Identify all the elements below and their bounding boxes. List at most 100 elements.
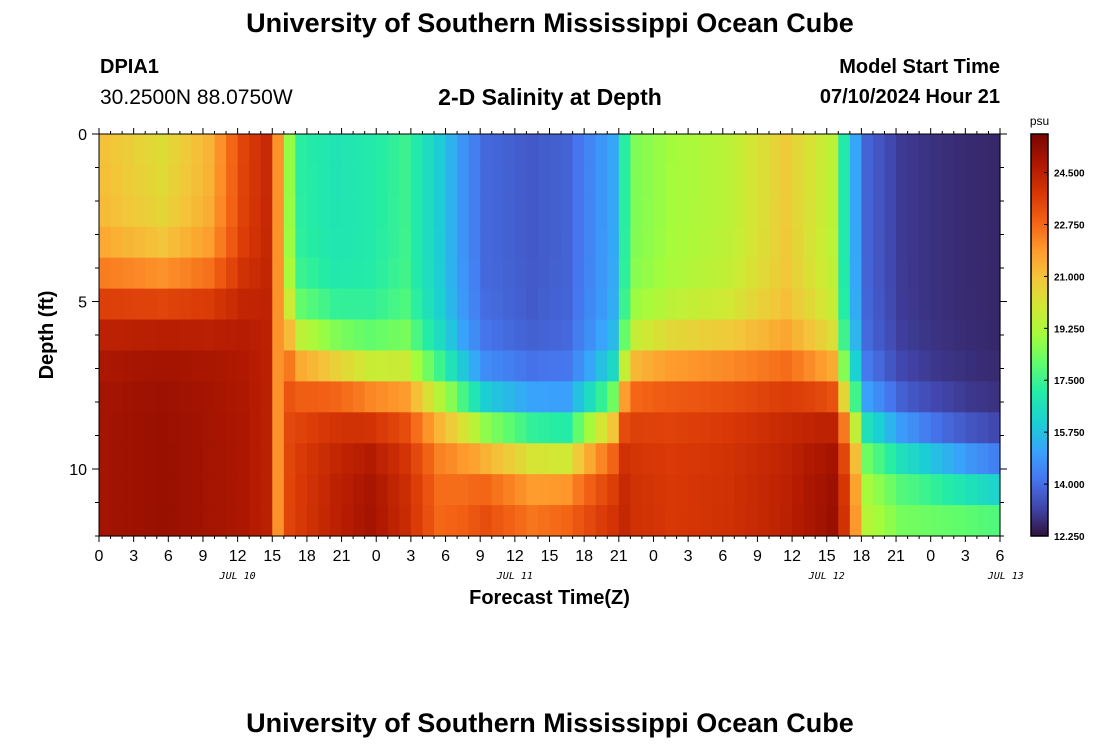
heatmap-cell [364, 257, 377, 290]
heatmap-cell [491, 443, 504, 475]
heatmap-cell [387, 195, 400, 228]
heatmap-cells [99, 134, 1001, 537]
heatmap-cell [514, 319, 527, 352]
heatmap-cell [942, 257, 955, 290]
heatmap-cell [988, 164, 1001, 197]
x-tick-label: 3 [961, 548, 970, 565]
heatmap-cell [792, 257, 805, 290]
x-tick-label: 15 [263, 548, 281, 565]
heatmap-cell [260, 474, 273, 506]
colorbar-unit: psu [1030, 114, 1049, 128]
heatmap-cell [237, 195, 250, 228]
heatmap-cell [561, 505, 574, 537]
heatmap-cell [722, 134, 735, 166]
x-tick-label: 6 [164, 548, 173, 565]
heatmap-cell [722, 443, 735, 475]
heatmap-cell [549, 381, 562, 413]
heatmap-cell [433, 381, 447, 413]
heatmap-cell [965, 257, 978, 290]
heatmap-cell [318, 474, 331, 506]
heatmap-cell [445, 443, 458, 475]
heatmap-cell [953, 443, 966, 475]
heatmap-cell [445, 381, 458, 413]
heatmap-cell [838, 195, 851, 228]
heatmap-cell [433, 257, 447, 290]
heatmap-cell [930, 134, 943, 166]
heatmap-cell [861, 195, 874, 228]
heatmap-cell [815, 164, 828, 197]
heatmap-cell [272, 195, 285, 228]
heatmap-cell [191, 288, 204, 321]
heatmap-cell [318, 319, 331, 352]
heatmap-cell [942, 288, 955, 321]
heatmap-cell [792, 319, 805, 352]
heatmap-cell [537, 381, 551, 413]
heatmap-cell [330, 381, 343, 413]
heatmap-cell [861, 350, 874, 382]
heatmap-cell [364, 226, 377, 259]
heatmap-cell [757, 257, 770, 290]
heatmap-cell [711, 226, 724, 259]
heatmap-cell [330, 350, 343, 382]
heatmap-cell [942, 412, 955, 444]
heatmap-cell [676, 257, 689, 290]
heatmap-cell [526, 257, 539, 290]
heatmap-cell [168, 164, 181, 197]
heatmap-cell [306, 226, 320, 259]
heatmap-cell [641, 505, 655, 537]
heatmap-cell [491, 412, 504, 444]
heatmap-cell [526, 505, 539, 537]
x-tick-label: 12 [506, 548, 524, 565]
x-tick-label: 0 [95, 548, 104, 565]
heatmap-cell [953, 288, 966, 321]
heatmap-cell [861, 288, 874, 321]
heatmap-cell [849, 134, 862, 166]
heatmap-cell [849, 381, 862, 413]
heatmap-cell [433, 474, 447, 506]
heatmap-cell [722, 319, 735, 352]
heatmap-cell [907, 443, 920, 475]
heatmap-cell [260, 288, 273, 321]
heatmap-cell [711, 288, 724, 321]
model-start-label: Model Start Time [839, 56, 1000, 78]
heatmap-cell [226, 350, 239, 382]
heatmap-cell [387, 505, 400, 537]
x-tick-label: 18 [298, 548, 316, 565]
heatmap-cell [838, 350, 851, 382]
heatmap-cell [630, 381, 643, 413]
heatmap-cell [422, 474, 435, 506]
heatmap-cell [780, 319, 793, 352]
heatmap-cell [930, 505, 943, 537]
heatmap-cell [653, 474, 666, 506]
heatmap-cell [526, 350, 539, 382]
heatmap-cell [122, 350, 135, 382]
heatmap-cell [838, 381, 851, 413]
heatmap-cell [260, 443, 273, 475]
heatmap-cell [306, 257, 320, 290]
heatmap-cell [272, 319, 285, 352]
heatmap-cell [838, 412, 851, 444]
heatmap-cell [226, 195, 239, 228]
x-tick-label: 21 [887, 548, 905, 565]
heatmap-cell [699, 195, 712, 228]
heatmap-cell [364, 134, 377, 166]
heatmap-cell [318, 195, 331, 228]
heatmap-cell [780, 505, 793, 537]
heatmap-cell [168, 195, 181, 228]
heatmap-cell [376, 505, 389, 537]
date-label: JUL 10 [219, 571, 256, 582]
heatmap-cell [422, 288, 435, 321]
heatmap-cell [537, 412, 551, 444]
heatmap-cell [953, 195, 966, 228]
heatmap-cell [433, 164, 447, 197]
heatmap-cell [607, 350, 620, 382]
heatmap-cell [618, 319, 631, 352]
heatmap-cell [202, 412, 216, 444]
heatmap-cell [780, 350, 793, 382]
heatmap-cell [953, 505, 966, 537]
heatmap-cell [191, 505, 204, 537]
heatmap-cell [734, 505, 747, 537]
heatmap-cell [422, 257, 435, 290]
heatmap-cell [179, 319, 193, 352]
heatmap-cell [191, 443, 204, 475]
